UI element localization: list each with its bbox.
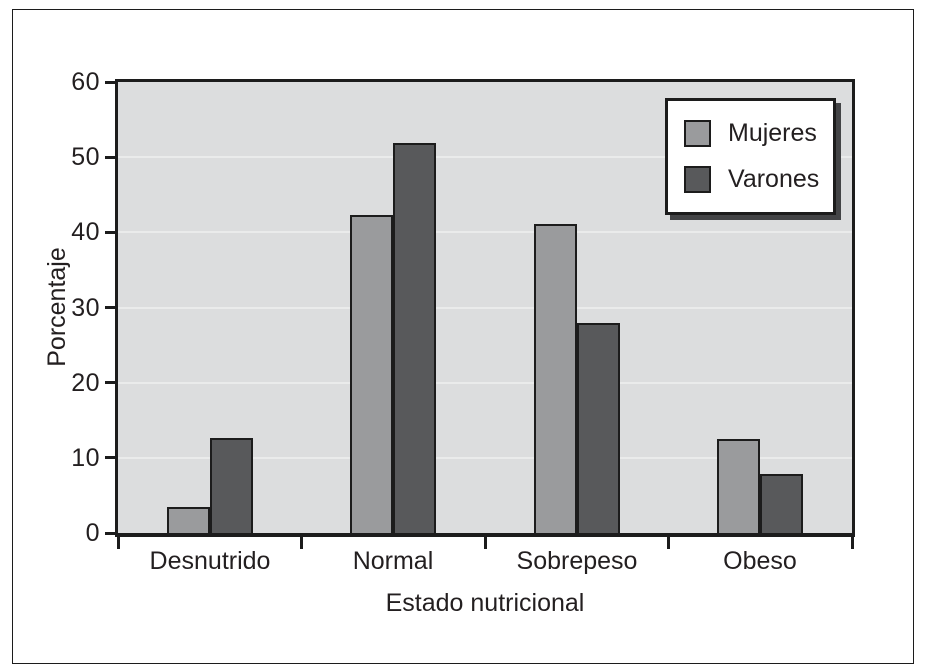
- bar-desnutrido-varones: [209, 438, 253, 533]
- x-tick-0: [116, 537, 120, 549]
- x-category-label-sobrepeso: Sobrepeso: [516, 547, 638, 575]
- legend: Mujeres Varones: [665, 98, 836, 215]
- y-tick-label-10: 10: [71, 443, 100, 472]
- y-tick-label-0: 0: [85, 519, 100, 547]
- legend-label-varones: Varones: [728, 165, 820, 193]
- y-tick-10: [105, 456, 118, 460]
- x-category-label-obeso: Obeso: [723, 547, 797, 575]
- gridline-40: [118, 231, 852, 234]
- x-tick-3: [667, 537, 670, 549]
- y-tick-label-30: 30: [71, 293, 100, 322]
- y-tick-40: [105, 230, 118, 234]
- y-tick-label-50: 50: [71, 143, 100, 172]
- x-category-label-normal: Normal: [352, 547, 434, 575]
- bar-normal-varones: [393, 142, 437, 533]
- y-tick-0: [105, 531, 118, 535]
- gridline-30: [118, 306, 852, 309]
- bar-obeso-mujeres: [717, 439, 761, 533]
- bar-normal-mujeres: [350, 215, 394, 533]
- mujeres-swatch-icon: [684, 120, 711, 147]
- y-tick-50: [105, 155, 118, 159]
- legend-item-varones: Varones: [684, 166, 833, 193]
- y-tick-20: [105, 381, 118, 385]
- x-axis-title: Estado nutricional: [385, 589, 585, 617]
- x-tick-1: [300, 537, 303, 549]
- gridline-20: [118, 381, 852, 384]
- x-category-label-desnutrido: Desnutrido: [149, 547, 271, 575]
- gridline-10: [118, 456, 852, 459]
- bar-sobrepeso-varones: [576, 323, 620, 533]
- y-tick-60: [105, 80, 118, 84]
- gridline-50: [118, 156, 852, 159]
- y-tick-label-20: 20: [71, 368, 100, 397]
- y-tick-label-40: 40: [71, 218, 100, 247]
- y-tick-30: [105, 306, 118, 309]
- x-tick-4: [850, 537, 854, 549]
- varones-swatch-icon: [684, 166, 711, 193]
- x-tick-2: [483, 537, 487, 549]
- legend-item-mujeres: Mujeres: [684, 120, 833, 147]
- plot-inner: [118, 82, 852, 533]
- bar-obeso-varones: [760, 474, 804, 533]
- legend-label-mujeres: Mujeres: [728, 119, 817, 147]
- y-tick-label-60: 60: [71, 68, 100, 96]
- bar-desnutrido-mujeres: [166, 506, 210, 533]
- bar-sobrepeso-mujeres: [533, 224, 577, 533]
